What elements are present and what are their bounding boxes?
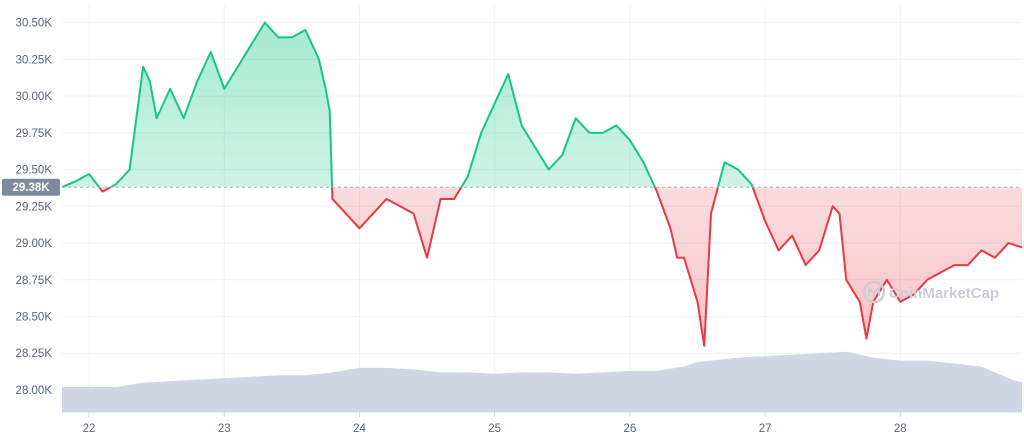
y-tick-label: 29.25K — [16, 201, 53, 213]
y-tick-label: 29.75K — [16, 128, 53, 140]
coinmarketcap-logo-icon — [862, 280, 886, 304]
y-tick-label: 30.25K — [16, 54, 53, 66]
watermark-text: CoinMarketCap — [889, 285, 999, 302]
y-tick-label: 28.25K — [16, 348, 53, 360]
x-axis: 22 23 24 25 26 27 28 — [62, 411, 1022, 435]
x-tick-label: 23 — [218, 423, 231, 435]
volume-area — [62, 351, 1022, 412]
x-tick-label: 26 — [623, 423, 636, 435]
price-line-up — [61, 21, 754, 188]
y-axis: 30.50K 30.25K 30.00K 29.75K 29.50K 29.25K 29.0… — [16, 18, 53, 397]
watermark-layer: CoinMarketCap — [862, 280, 999, 304]
y-tick-label: 28.75K — [16, 275, 53, 287]
price-area-down — [62, 187, 1022, 346]
y-tick-label: 30.50K — [16, 18, 53, 30]
x-tick-label: 22 — [83, 423, 96, 435]
price-area-layer — [62, 22, 1022, 346]
price-line-down — [61, 187, 1023, 347]
coinmarketcap-logo-mark — [868, 285, 880, 296]
price-line-layer — [61, 21, 1023, 347]
y-tick-label: 28.00K — [16, 385, 53, 397]
x-tick-label: 25 — [488, 423, 501, 435]
x-tick-label: 24 — [353, 423, 366, 435]
volume-area-layer — [62, 351, 1022, 412]
y-tick-label: 29.00K — [16, 238, 53, 250]
x-tick-label: 27 — [759, 423, 772, 435]
y-tick-label: 28.50K — [16, 311, 53, 323]
price-area-up — [62, 22, 753, 188]
x-tick-label: 28 — [894, 423, 907, 435]
baseline-layer: 29.38K — [2, 178, 1022, 196]
y-tick-label: 30.00K — [16, 91, 53, 103]
current-price-label: 29.38K — [12, 182, 50, 194]
current-price-badge — [2, 178, 60, 196]
y-tick-label: 29.50K — [16, 165, 53, 177]
